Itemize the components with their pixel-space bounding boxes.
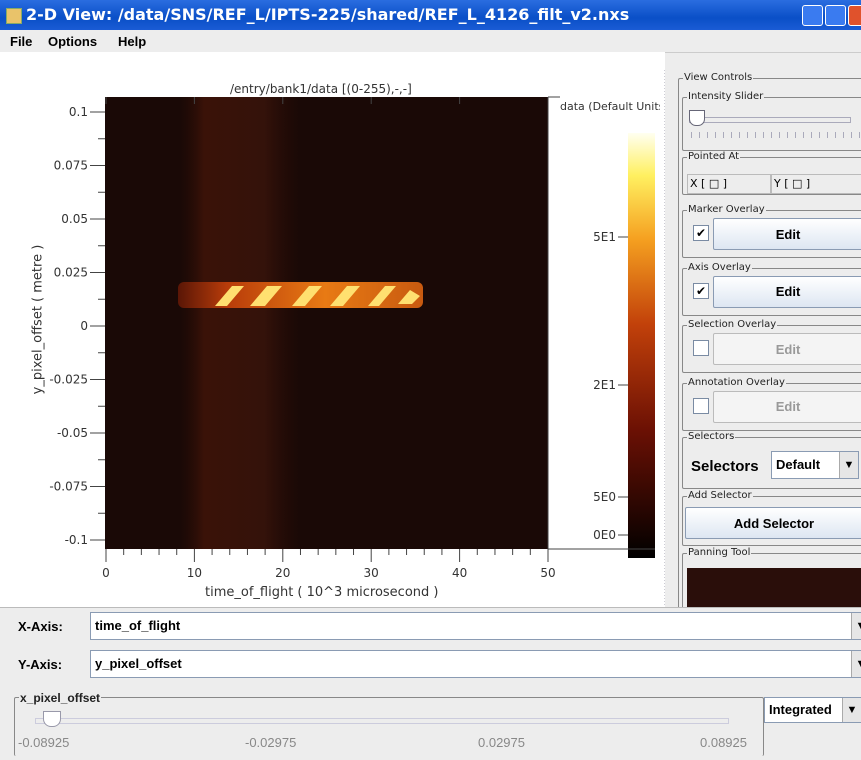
y-tick-label: -0.025: [49, 373, 88, 387]
y-tick-label: -0.075: [49, 480, 88, 494]
overlay-checkbox[interactable]: ✔: [693, 283, 709, 299]
mode-value: Integrated: [769, 702, 832, 717]
slider-tick-label: 0.02975: [478, 735, 525, 750]
slider-track: [35, 718, 729, 724]
add-selector-button[interactable]: Add Selector: [685, 507, 861, 539]
x-axis-value: time_of_flight: [95, 618, 180, 633]
colorbar: [628, 133, 655, 558]
group-title: Pointed At: [687, 151, 740, 162]
y-tick-label: 0.05: [61, 212, 88, 226]
group-title: x_pixel_offset: [19, 691, 101, 705]
x-axis-combo[interactable]: time_of_flight ▼: [90, 612, 861, 640]
selectors-combo[interactable]: Default ▼: [771, 451, 859, 479]
slider-tick-label: 0.08925: [700, 735, 747, 750]
x-axis-label: time_of_flight ( 10^3 microsecond ): [205, 585, 438, 600]
x-readout: X [ □ ]: [687, 174, 771, 194]
slice-group: x_pixel_offset: [14, 697, 764, 756]
y-tick-label: 0.1: [69, 105, 88, 119]
menu-help[interactable]: Help: [118, 34, 146, 49]
y-tick-label: -0.05: [57, 426, 88, 440]
y-axis-value: y_pixel_offset: [95, 656, 182, 671]
slider-thumb[interactable]: [43, 711, 61, 727]
y-tick-label: 0.075: [54, 159, 88, 173]
y-tick-label: 0: [80, 319, 88, 333]
x-tick-label: 30: [364, 566, 379, 580]
maximize-button[interactable]: [825, 5, 846, 26]
combo-arrow[interactable]: ▼: [851, 613, 861, 639]
x-axis-label: X-Axis:: [18, 619, 63, 634]
x-tick-label: 40: [452, 566, 467, 580]
overlay-edit-button[interactable]: Edit: [713, 333, 861, 365]
group-title: Annotation Overlay: [687, 377, 786, 388]
colorbar-tick-label: 0E0: [593, 528, 616, 542]
colorbar-tick-label: 5E1: [593, 230, 616, 244]
group-title: Axis Overlay: [687, 262, 752, 273]
overlay-checkbox[interactable]: [693, 340, 709, 356]
y-axis-label: Y-Axis:: [18, 657, 62, 672]
mode-combo[interactable]: Integrated ▼: [764, 697, 861, 723]
combo-arrow[interactable]: ▼: [851, 651, 861, 677]
slider-tick-label: -0.08925: [18, 735, 69, 750]
x-tick-label: 20: [275, 566, 290, 580]
panning-group: Panning Tool: [682, 553, 861, 615]
slider-thumb[interactable]: [689, 110, 705, 126]
y-axis-combo[interactable]: y_pixel_offset ▼: [90, 650, 861, 678]
selectors-label: Selectors: [691, 458, 759, 475]
app-window: 2-D View: /data/SNS/REF_L/IPTS-225/share…: [0, 0, 861, 759]
x-tick-label: 10: [187, 566, 202, 580]
overlay-group: Marker Overlay✔Edit: [682, 210, 861, 258]
menu-options[interactable]: Options: [48, 34, 97, 49]
plot-area: 0.1 0.075 0.05 0.025 0 -0.025 -0.05 -0.075 -0.1 0…: [0, 52, 665, 607]
group-title: Selection Overlay: [687, 319, 777, 330]
combo-arrow[interactable]: ▼: [842, 698, 861, 722]
group-title: Add Selector: [687, 490, 753, 501]
selectors-value: Default: [776, 457, 820, 472]
group-title: Marker Overlay: [687, 204, 766, 215]
overlay-edit-button[interactable]: Edit: [713, 391, 861, 423]
combo-arrow[interactable]: ▼: [839, 452, 858, 478]
group-title: Intensity Slider: [687, 91, 764, 102]
app-icon: [6, 8, 22, 24]
group-title: Panning Tool: [687, 547, 751, 558]
intensity-group: Intensity Slider: [682, 97, 861, 151]
overlay-edit-button[interactable]: Edit: [713, 276, 861, 308]
y-tick-label: 0.025: [54, 266, 88, 280]
pointed-at-group: Pointed At X [ □ ] Y [ □ ]: [682, 157, 861, 195]
group-title: View Controls: [683, 72, 753, 83]
slider-track: [689, 117, 851, 123]
slider-tick-label: -0.02975: [245, 735, 296, 750]
menu-file[interactable]: File: [10, 34, 32, 49]
slider-ticks: [691, 132, 861, 138]
colorbar-tick-label: 5E0: [593, 490, 616, 504]
close-button[interactable]: [848, 5, 861, 26]
heatmap: [105, 97, 548, 549]
heatmap-band: [180, 97, 300, 549]
overlay-group: Axis Overlay✔Edit: [682, 268, 861, 316]
overlay-checkbox[interactable]: [693, 398, 709, 414]
overlay-edit-button[interactable]: Edit: [713, 218, 861, 250]
group-title: Selectors: [687, 431, 735, 442]
overlay-checkbox[interactable]: ✔: [693, 225, 709, 241]
x-tick-label: 50: [540, 566, 555, 580]
add-selector-group: Add Selector Add Selector: [682, 496, 861, 546]
colorbar-title: data (Default Units: [560, 100, 660, 113]
y-tick-label: -0.1: [65, 533, 88, 547]
y-readout: Y [ □ ]: [771, 174, 861, 194]
y-axis-label: y_pixel_offset ( metre ): [31, 220, 46, 420]
selectors-group: Selectors Selectors Default▼: [682, 437, 861, 489]
minimize-button[interactable]: [802, 5, 823, 26]
plot-title: /entry/bank1/data [(0-255),-,-]: [230, 82, 430, 96]
window-title: 2-D View: /data/SNS/REF_L/IPTS-225/share…: [26, 5, 629, 24]
colorbar-tick-label: 2E1: [593, 378, 616, 392]
x-tick-label: 0: [102, 566, 110, 580]
